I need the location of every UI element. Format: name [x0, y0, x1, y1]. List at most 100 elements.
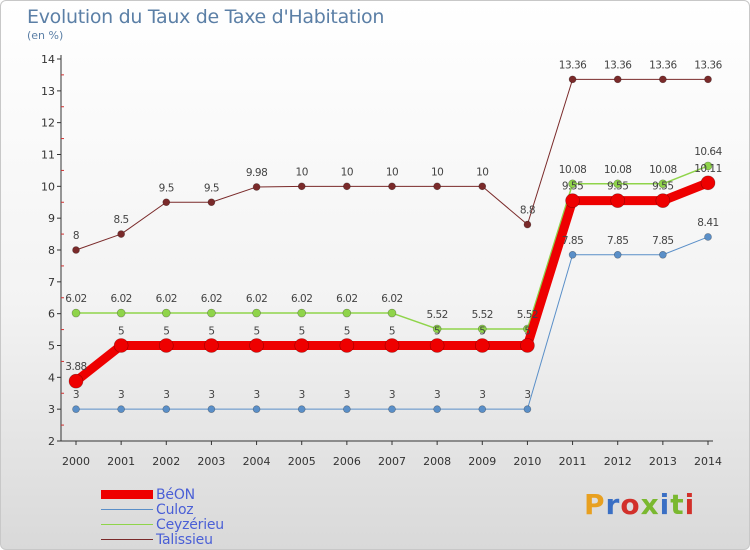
data-point	[339, 338, 355, 353]
y-tick-label: 6	[48, 308, 55, 321]
legend-item[interactable]: BéON	[101, 486, 224, 503]
y-tick-label: 10	[41, 180, 55, 193]
data-point	[388, 182, 396, 191]
x-tick-label: 2014	[694, 455, 722, 468]
y-tick-label: 12	[41, 117, 55, 130]
legend-item[interactable]: Ceyzérieu	[101, 516, 224, 533]
chart-subtitle: (en %)	[27, 29, 64, 42]
logo-letter: P	[584, 488, 606, 521]
data-label: 9.98	[246, 167, 267, 179]
legend-label: Ceyzérieu	[156, 516, 224, 533]
legend-label: Talissieu	[156, 531, 213, 548]
legend-item[interactable]: Culoz	[101, 501, 224, 518]
data-point	[294, 338, 310, 353]
data-label: 5	[344, 326, 350, 338]
data-label: 9.5	[204, 182, 219, 194]
data-label: 5	[118, 326, 124, 338]
data-label: 9.55	[562, 181, 583, 193]
data-label: 8.5	[114, 214, 129, 226]
data-label: 3	[524, 389, 530, 401]
legend-label: BéON	[156, 486, 195, 503]
data-point	[655, 193, 671, 208]
data-point	[700, 175, 716, 191]
logo-letter: r	[605, 488, 621, 521]
data-label: 5	[479, 326, 485, 338]
data-point	[704, 75, 712, 84]
data-point	[387, 308, 397, 318]
data-label: 6.02	[156, 293, 177, 305]
data-label: 6.02	[110, 293, 131, 305]
data-label: 10	[476, 166, 488, 178]
data-label: 5	[434, 326, 440, 338]
logo-letter: t	[670, 488, 685, 521]
data-point	[477, 324, 487, 334]
data-label: 5.52	[472, 309, 493, 321]
data-point	[613, 250, 622, 259]
data-label: 13.36	[694, 59, 722, 71]
data-point	[610, 193, 626, 208]
data-point	[659, 75, 667, 84]
x-tick-label: 2012	[604, 455, 632, 468]
data-point	[71, 308, 81, 318]
data-point	[433, 182, 441, 191]
proxiti-logo[interactable]: Proxiti	[584, 488, 695, 521]
logo-letter: i	[684, 488, 696, 521]
legend-label: Culoz	[156, 501, 194, 518]
data-point	[342, 308, 352, 318]
x-tick-label: 2009	[468, 455, 496, 468]
data-point	[252, 308, 261, 318]
x-tick-label: 2006	[333, 455, 361, 468]
data-label: 10	[296, 166, 308, 178]
data-label: 6.02	[291, 293, 312, 305]
data-label: 10.08	[559, 164, 587, 176]
data-point	[613, 179, 623, 189]
data-point	[162, 405, 171, 413]
y-tick-label: 13	[41, 85, 55, 98]
data-point	[204, 338, 219, 353]
data-label: 10.08	[649, 164, 677, 176]
x-tick-label: 2008	[423, 455, 451, 468]
data-point	[565, 193, 580, 208]
y-tick-label: 4	[48, 371, 55, 384]
data-label: 13.36	[559, 59, 587, 71]
legend-swatch-ceyzerieu	[101, 523, 153, 526]
logo-letter: o	[620, 488, 641, 521]
y-tick-label: 3	[48, 403, 55, 416]
data-point	[429, 338, 445, 353]
data-point	[523, 220, 532, 229]
logo-letter: i	[659, 488, 671, 521]
data-point	[613, 75, 622, 84]
data-point	[568, 250, 577, 259]
data-point	[113, 338, 129, 353]
legend: BéON Culoz Ceyzérieu Talissieu	[101, 486, 224, 548]
data-point	[72, 405, 80, 413]
data-label: 3	[434, 389, 440, 401]
data-label: 5	[208, 326, 214, 338]
x-tick-label: 2005	[288, 455, 316, 468]
data-label: 5	[524, 326, 530, 338]
data-label: 13.36	[649, 59, 677, 71]
data-point	[158, 338, 174, 353]
legend-item[interactable]: Talissieu	[101, 531, 224, 548]
data-label: 6.02	[246, 293, 267, 305]
data-label: 3	[253, 389, 259, 401]
data-point	[249, 338, 264, 353]
data-point	[388, 405, 396, 413]
data-point	[161, 308, 171, 318]
series-line	[75, 236, 709, 410]
data-label: 9.5	[159, 182, 174, 194]
data-point	[117, 405, 125, 413]
data-label: 5.52	[426, 309, 447, 321]
data-point	[343, 182, 351, 191]
data-point	[568, 75, 577, 84]
data-label: 3	[73, 389, 79, 401]
data-point	[384, 338, 400, 353]
data-point	[207, 198, 216, 207]
data-point	[658, 179, 668, 189]
data-point	[117, 230, 125, 238]
data-point	[297, 308, 307, 318]
data-label: 5	[253, 326, 259, 338]
data-point	[474, 338, 490, 353]
data-point	[207, 308, 216, 318]
